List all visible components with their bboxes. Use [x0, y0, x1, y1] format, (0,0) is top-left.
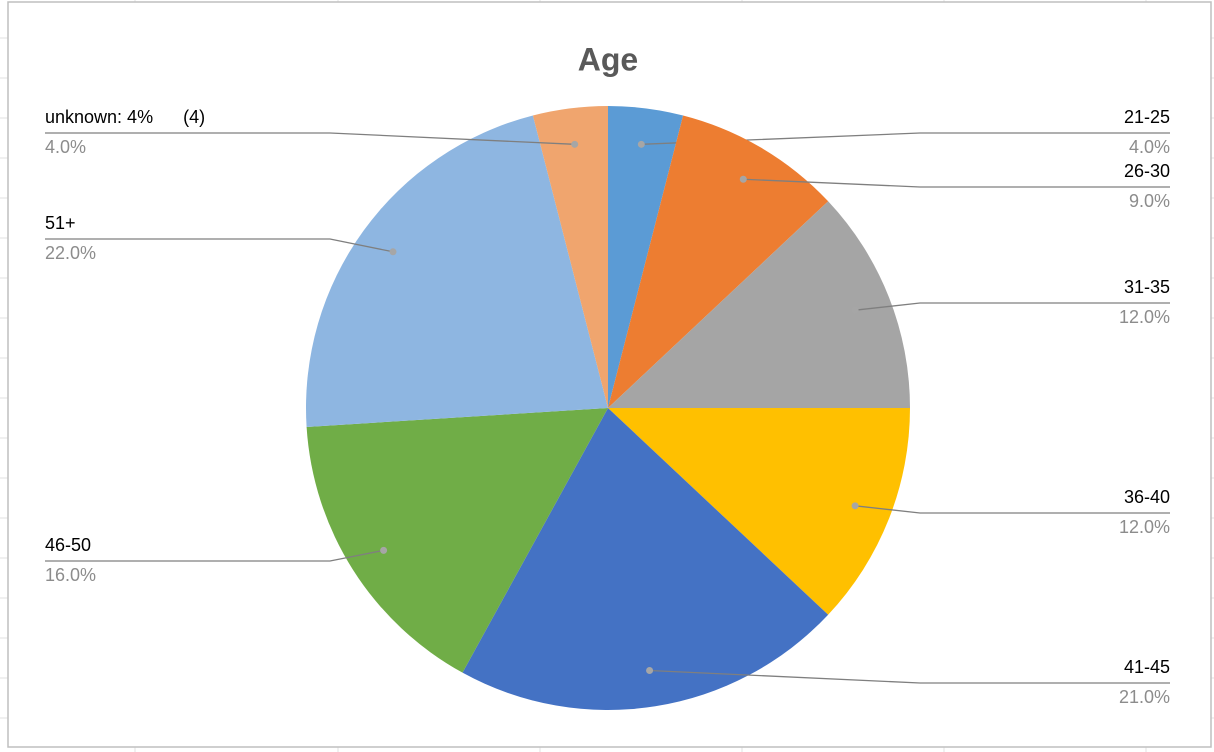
category-label: 41-45	[1124, 657, 1170, 677]
leader-line	[855, 505, 1170, 514]
leader-line	[743, 178, 1170, 188]
pie-slice	[608, 408, 910, 615]
pie-slice	[305, 115, 608, 427]
value-label: 4.0%	[1129, 137, 1170, 157]
value-label: 16.0%	[45, 565, 96, 585]
category-label: unknown: 4% (4)	[45, 107, 205, 127]
leader-line	[45, 238, 394, 253]
leader-line	[855, 302, 1170, 311]
pie-slice	[608, 115, 829, 408]
leader-dot	[851, 502, 859, 510]
pie-slice	[306, 408, 608, 673]
value-label: 12.0%	[1119, 307, 1170, 327]
leader-dot	[646, 666, 654, 674]
leader-dot	[739, 175, 747, 183]
leader-dot	[380, 546, 388, 554]
pie-slice	[608, 106, 684, 408]
pie-slice	[462, 408, 829, 710]
category-label: 36-40	[1124, 487, 1170, 507]
leader-line	[649, 669, 1170, 684]
pie-slice	[532, 106, 608, 408]
value-label: 22.0%	[45, 243, 96, 263]
chart-title: Age	[578, 41, 638, 77]
value-label: 12.0%	[1119, 517, 1170, 537]
category-label: 31-35	[1124, 277, 1170, 297]
category-label: 51+	[45, 213, 76, 233]
pie-slice	[608, 201, 910, 408]
leader-dot	[389, 248, 397, 256]
leader-line	[45, 549, 384, 562]
leader-dot	[637, 140, 645, 148]
value-label: 21.0%	[1119, 687, 1170, 707]
category-label: 26-30	[1124, 161, 1170, 181]
leader-line	[45, 132, 575, 145]
value-label: 4.0%	[45, 137, 86, 157]
value-label: 9.0%	[1129, 191, 1170, 211]
leader-dot	[571, 140, 579, 148]
leader-dot	[851, 306, 859, 314]
category-label: 46-50	[45, 535, 91, 555]
category-label: 21-25	[1124, 107, 1170, 127]
